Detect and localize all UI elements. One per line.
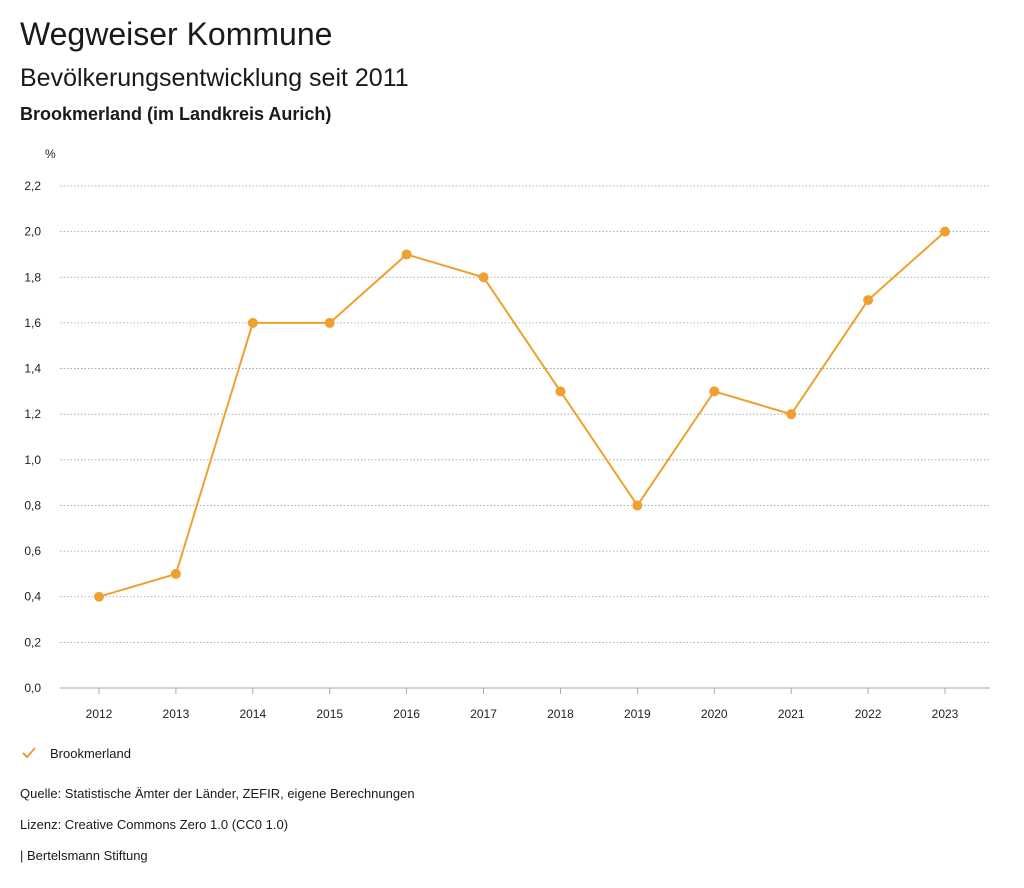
legend-label: Brookmerland [50,745,131,761]
y-axis-ticks: 0,0 0,2 0,4 0,6 0,8 1,0 1,2 1,4 1,6 1,8 2,0 2,2 [24,179,41,695]
x-tick-label: 2015 [316,707,343,721]
y-tick-label: 1,2 [24,407,41,421]
y-tick-label: 0,0 [24,681,41,695]
x-axis: 2012 2013 2014 2015 2016 2017 2018 2019 2020 2021… [60,687,990,721]
y-tick-label: 1,6 [24,316,41,330]
y-tick-label: 2,2 [24,179,41,193]
x-tick-label: 2017 [470,707,497,721]
series-brookmerland [94,226,950,602]
legend[interactable]: Brookmerland [20,744,131,762]
y-tick-label: 1,4 [24,362,41,376]
data-point[interactable] [324,317,335,328]
region-label: Brookmerland (im Landkreis Aurich) [20,104,332,124]
x-tick-label: 2019 [624,707,651,721]
data-point[interactable] [786,409,797,420]
x-tick-label: 2020 [701,707,728,721]
publisher-note: | Bertelsmann Stiftung [20,848,148,863]
x-tick-label: 2022 [855,707,882,721]
x-tick-label: 2012 [86,707,113,721]
x-tick-label: 2016 [393,707,420,721]
data-point[interactable] [478,272,489,283]
data-point[interactable] [170,568,181,579]
y-unit-label: % [45,147,56,161]
y-tick-label: 0,8 [24,498,41,512]
check-icon [22,747,36,759]
x-tick-label: 2018 [547,707,574,721]
line-chart: % 0,0 0,2 0,4 0,6 0,8 1,0 1,2 1,4 1,6 1,8 2,0 2,2 2… [24,147,990,721]
chart-subtitle: Bevölkerungsentwicklung seit 2011 [20,64,409,92]
data-point[interactable] [401,249,412,260]
grid-lines [60,185,990,689]
license-note: Lizenz: Creative Commons Zero 1.0 (CC0 1… [20,817,289,832]
y-tick-label: 0,4 [24,590,41,604]
x-tick-label: 2014 [239,707,266,721]
source-note: Quelle: Statistische Ämter der Länder, Z… [20,786,415,801]
y-tick-label: 2,0 [24,225,41,239]
data-point[interactable] [247,317,258,328]
page-title: Wegweiser Kommune [20,16,333,52]
data-point[interactable] [632,500,643,511]
data-point[interactable] [940,226,950,237]
y-tick-label: 1,0 [24,453,41,467]
y-tick-label: 1,8 [24,270,41,284]
data-point[interactable] [863,295,874,306]
x-tick-label: 2023 [932,707,959,721]
x-tick-label: 2021 [778,707,805,721]
y-tick-label: 0,6 [24,544,41,558]
y-tick-label: 0,2 [24,635,41,649]
x-tick-label: 2013 [163,707,190,721]
data-point[interactable] [94,591,104,602]
series-line [98,230,946,598]
data-point[interactable] [555,386,566,397]
data-point[interactable] [709,386,720,397]
